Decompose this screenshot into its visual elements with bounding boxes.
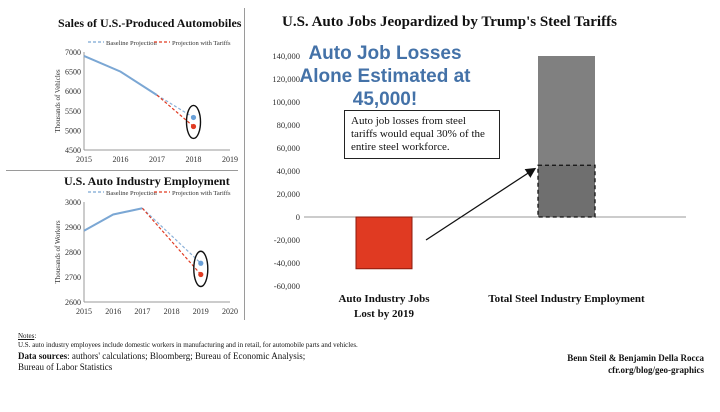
y-tick-label: 7000 — [65, 48, 81, 57]
y-tick-label: 40,000 — [277, 166, 300, 176]
x-tick-label: 2018 — [164, 307, 180, 316]
panel-divider — [244, 8, 245, 320]
legend-tariff-label: Projection with Tariffs — [172, 190, 231, 197]
credit-url: cfr.org/blog/geo-graphics — [608, 365, 704, 375]
y-tick-label: 4500 — [65, 146, 81, 155]
y-tick-label: 2700 — [65, 273, 81, 282]
legend-baseline-label: Baseline Projection — [106, 40, 157, 47]
credit-authors: Benn Steil & Benjamin Della Rocca — [567, 353, 704, 363]
y-tick-label: 6500 — [65, 68, 81, 77]
y-tick-label: 5000 — [65, 126, 81, 135]
y-tick-label: -20,000 — [274, 235, 300, 245]
highlight-ellipse — [193, 250, 209, 288]
y-axis-label: Thousands of Workers — [54, 220, 62, 283]
legend-baseline-label: Baseline Projection — [106, 190, 157, 197]
employment-chart: 2600 2700 2800 2900 3000 2015 2016 2017 2018 2019… — [54, 190, 238, 316]
y-tick-label: 0 — [296, 212, 300, 222]
legend-tariff-label: Projection with Tariffs — [172, 40, 231, 47]
tariff-projection-point — [190, 123, 197, 130]
baseline-projection-line — [141, 207, 202, 264]
x-tick-label: 2016 — [113, 155, 129, 164]
category-label-auto-jobs: Auto Industry Jobs Lost by 2019 — [338, 293, 430, 320]
tariff-projection-line — [141, 207, 202, 275]
sources-label: Data sources — [18, 351, 68, 361]
y-tick-label: 2900 — [65, 223, 81, 232]
sales-chart-title: Sales of U.S.-Produced Automobiles — [58, 16, 242, 30]
actual-series-line — [83, 207, 143, 232]
actual-series-line — [83, 55, 158, 96]
x-tick-label: 2017 — [134, 307, 150, 316]
baseline-projection-point — [198, 260, 204, 266]
y-tick-label: 80,000 — [277, 120, 300, 130]
tariff-projection-line — [156, 94, 194, 127]
y-tick-label: 5500 — [65, 107, 81, 116]
y-tick-label: 2800 — [65, 248, 81, 257]
jobs-bar-chart: -60,000 -40,000 -20,000 0 20,000 40,000 60,000… — [272, 51, 686, 320]
y-tick-label: -40,000 — [274, 258, 300, 268]
y-tick-label: -60,000 — [274, 281, 300, 291]
y-tick-label: 60,000 — [277, 143, 300, 153]
tariff-projection-point — [198, 271, 204, 278]
data-sources: Data sources: authors' calculations; Blo… — [18, 351, 318, 373]
x-tick-label: 2019 — [193, 307, 209, 316]
y-tick-label: 2600 — [65, 298, 81, 307]
annotation-box: Auto job losses from steel tariffs would… — [344, 110, 500, 159]
y-tick-label: 20,000 — [277, 189, 300, 199]
y-axis-label: Thousands of Vehicles — [54, 69, 62, 133]
y-tick-label: 3000 — [65, 198, 81, 207]
sales-chart: 4500 5000 5500 6000 6500 7000 2015 2016 2017 2018… — [54, 40, 238, 164]
highlight-ellipse — [185, 104, 202, 140]
notes-label: Notes — [18, 332, 35, 340]
x-tick-label: 2017 — [149, 155, 165, 164]
comparison-arrow — [425, 167, 537, 241]
y-tick-label: 6000 — [65, 87, 81, 96]
x-tick-label: 2020 — [222, 307, 238, 316]
x-tick-label: 2018 — [186, 155, 202, 164]
employment-chart-title: U.S. Auto Industry Employment — [64, 174, 230, 188]
headline-callout: Auto Job Losses Alone Estimated at 45,00… — [299, 43, 471, 110]
x-tick-label: 2015 — [76, 155, 92, 164]
y-tick-label: 120,000 — [272, 74, 300, 84]
y-tick-label: 140,000 — [272, 51, 300, 61]
x-tick-label: 2016 — [105, 307, 121, 316]
left-panel-divider — [6, 170, 238, 171]
steel-highlight-segment — [537, 164, 596, 218]
notes-text: U.S. auto industry employees include dom… — [18, 341, 358, 349]
y-tick-label: 100,000 — [272, 97, 300, 107]
auto-jobs-lost-bar — [355, 216, 413, 270]
x-tick-label: 2015 — [76, 307, 92, 316]
main-chart-title: U.S. Auto Jobs Jeopardized by Trump's St… — [282, 14, 617, 30]
notes: Notes: — [18, 332, 37, 340]
baseline-projection-point — [190, 114, 197, 121]
category-label-steel-employment: Total Steel Industry Employment — [488, 293, 645, 305]
x-tick-label: 2019 — [222, 155, 238, 164]
sources-text: : authors' calculations; Bloomberg; Bure… — [18, 351, 306, 372]
